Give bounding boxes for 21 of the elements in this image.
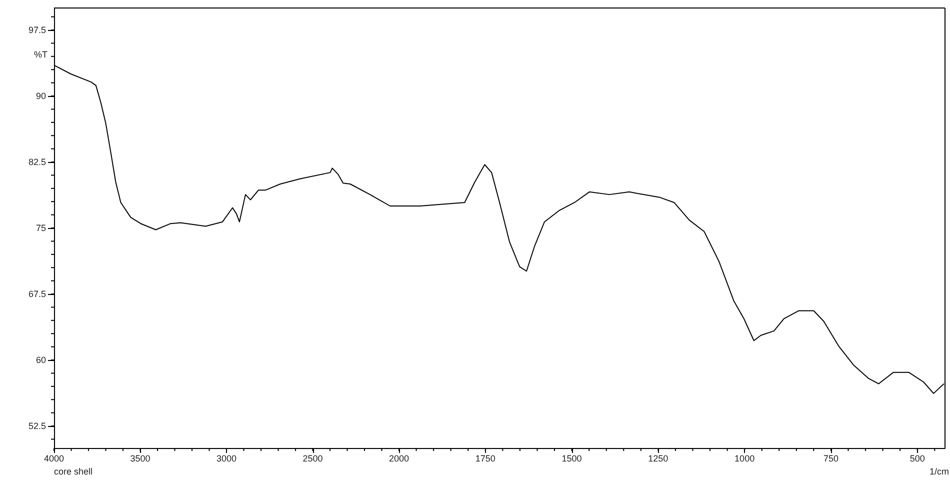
y-tick-label: 75 <box>36 223 46 233</box>
text: core shell <box>54 466 93 476</box>
x-tick-label: 1500 <box>562 454 582 464</box>
x-tick-label: 1000 <box>734 454 755 464</box>
x-tick-label: 4000 <box>44 454 64 464</box>
y-tick-label: 52.5 <box>28 421 46 431</box>
y-tick-label: 67.5 <box>28 289 46 299</box>
x-tick-label: 2000 <box>388 454 410 464</box>
y-tick-label: 90 <box>36 91 46 101</box>
x-tick-label: 1750 <box>475 454 496 464</box>
y-tick-label: 60 <box>36 355 46 365</box>
x-tick-label: 3000 <box>216 454 237 464</box>
y-tick-label: 97.5 <box>28 25 46 35</box>
y-axis-title: %T <box>34 50 48 60</box>
y-tick-label: 82.5 <box>28 157 46 167</box>
x-tick-label: 500 <box>910 454 925 464</box>
x-tick-label: 2500 <box>302 454 323 464</box>
x-tick-label: 750 <box>823 454 838 464</box>
x-tick-label: 3500 <box>130 454 150 464</box>
x-axis-title: 1/cm <box>929 466 950 476</box>
x-tick-label: 1250 <box>648 454 668 464</box>
